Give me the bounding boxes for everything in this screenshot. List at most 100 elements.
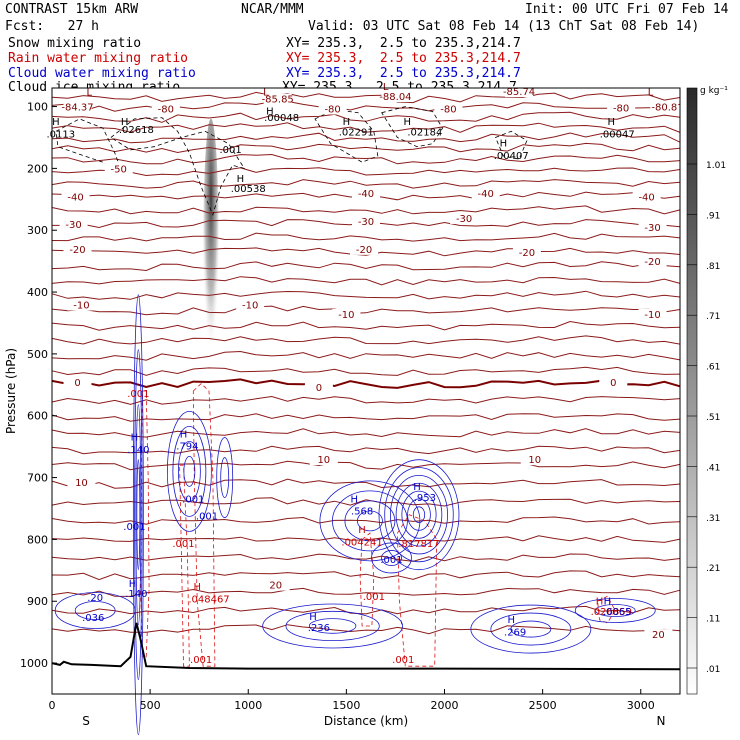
y-tick-label: 800 — [27, 533, 48, 546]
temperature-contour-label: -20 — [356, 245, 372, 256]
cloud-water-contour — [262, 603, 404, 649]
cloud-water-contour — [54, 592, 136, 629]
temperature-contour-label: -10 — [242, 301, 258, 312]
extremum-label: H — [343, 117, 351, 128]
label-backdrop — [67, 299, 96, 311]
isotherm-line — [51, 142, 681, 154]
x-tick-label: 2500 — [529, 699, 557, 712]
label-backdrop — [59, 219, 88, 231]
isotherm-line — [51, 290, 681, 300]
temperature-contour-label: -20 — [69, 245, 85, 256]
label-backdrop — [332, 308, 361, 320]
extremum-label: .001 — [123, 522, 145, 533]
extremum-label: H — [52, 117, 60, 128]
temperature-contour-label: -80 — [324, 104, 340, 115]
temperature-contour-label: 0 — [316, 383, 322, 394]
label-backdrop — [63, 101, 92, 113]
label-backdrop — [63, 376, 92, 388]
temperature-contour-label: -85.85 — [262, 95, 294, 106]
extremum-label: .140 — [125, 589, 147, 600]
extremum-label: .001 — [219, 145, 241, 156]
isotherm-line — [51, 122, 681, 133]
forecast-hour: Fcst: 27 h — [5, 19, 99, 34]
temperature-contour-label: 20 — [652, 630, 665, 641]
init-time: Init: 00 UTC Fri 07 Feb 14 — [525, 2, 729, 17]
extremum-label: H — [403, 117, 411, 128]
model-title: CONTRAST 15km ARW — [5, 2, 139, 17]
terrain-line — [51, 622, 681, 671]
y-axis-label: Pressure (hPa) — [4, 348, 18, 434]
x-tick-label: 500 — [140, 699, 161, 712]
isotherm-line — [51, 350, 681, 361]
extremum-label: H — [309, 612, 317, 623]
isotherm-line — [51, 153, 681, 165]
cloud-water-contour — [220, 457, 230, 498]
temperature-contour-label: -30 — [65, 220, 81, 231]
label-backdrop — [263, 93, 292, 105]
temperature-contour-label: -10 — [338, 310, 354, 321]
extremum-label: H — [413, 482, 421, 493]
valid-time: Valid: 03 UTC Sat 08 Feb 14 (13 ChT Sat … — [308, 19, 700, 34]
temperature-contour-label: 20 — [269, 581, 282, 592]
extremum-label: .00047 — [600, 129, 635, 140]
isotherm-line — [51, 261, 681, 272]
label-backdrop — [520, 454, 549, 466]
extremum-label: H — [350, 494, 358, 505]
snow-contour — [110, 117, 246, 217]
cloud-water-contour — [594, 604, 636, 617]
isotherm-line — [51, 305, 681, 316]
isotherm-line — [51, 587, 681, 597]
label-backdrop — [151, 103, 180, 115]
south-label: S — [82, 714, 90, 728]
temperature-contour-label: -80 — [158, 104, 174, 115]
extremum-label: H — [121, 117, 129, 128]
isotherm-line — [51, 445, 681, 455]
label-backdrop — [309, 454, 338, 466]
y-tick-label: 400 — [27, 286, 48, 299]
isotherm-line — [51, 132, 681, 144]
extremum-label: .00407 — [494, 151, 529, 162]
extremum-label: .0113 — [47, 129, 76, 140]
extremum-label: H — [596, 596, 604, 607]
isotherm-line — [51, 167, 681, 177]
label-backdrop — [304, 381, 333, 393]
rain-contour — [396, 514, 438, 667]
temperature-contour-label: -84.37 — [61, 103, 93, 114]
temperature-contour-label: 10 — [317, 455, 330, 466]
cloud-water-contour — [384, 467, 454, 563]
extremum-label: .001 — [392, 655, 414, 666]
isotherm-zero — [51, 378, 681, 389]
label-backdrop — [632, 191, 661, 203]
temperature-contour-label: -10 — [73, 301, 89, 312]
cloud-water-contour — [395, 482, 443, 547]
cloud-water-contour — [136, 459, 141, 571]
y-tick-label: 600 — [27, 410, 48, 423]
extremum-label: .02291 — [339, 128, 374, 139]
temperature-contour-label: -40 — [638, 192, 654, 203]
cloud-water-contour — [407, 498, 431, 531]
label-backdrop — [450, 212, 479, 224]
temperature-contour-label: -30 — [456, 214, 472, 225]
y-tick-label: 500 — [27, 348, 48, 361]
label-backdrop — [63, 243, 92, 255]
temperature-contour-label: -80.8 — [651, 103, 677, 114]
isotherm-line — [51, 428, 681, 438]
extremum-label: .817817 — [398, 539, 439, 550]
cloud-water-contour — [172, 425, 207, 517]
extremum-label: .00048 — [264, 113, 299, 124]
y-tick-label: 300 — [27, 224, 48, 237]
colorbar-tick-label: .71 — [706, 312, 720, 322]
extremum-label: H — [500, 139, 508, 150]
label-backdrop — [434, 103, 463, 115]
isotherm-line — [51, 395, 681, 405]
cloud-water-contour — [378, 459, 460, 571]
cloud-water-contour — [357, 510, 383, 532]
extremum-label: .794 — [176, 442, 198, 453]
cloud-water-contour — [166, 410, 212, 532]
colorbar-tick-label: .51 — [706, 413, 720, 423]
snow-contour — [381, 106, 443, 148]
cloud-water-contour — [308, 618, 357, 634]
label-backdrop — [644, 629, 673, 641]
field-xy-rain: XY= 235.3, 2.5 to 235.3,214.7 — [286, 51, 521, 66]
